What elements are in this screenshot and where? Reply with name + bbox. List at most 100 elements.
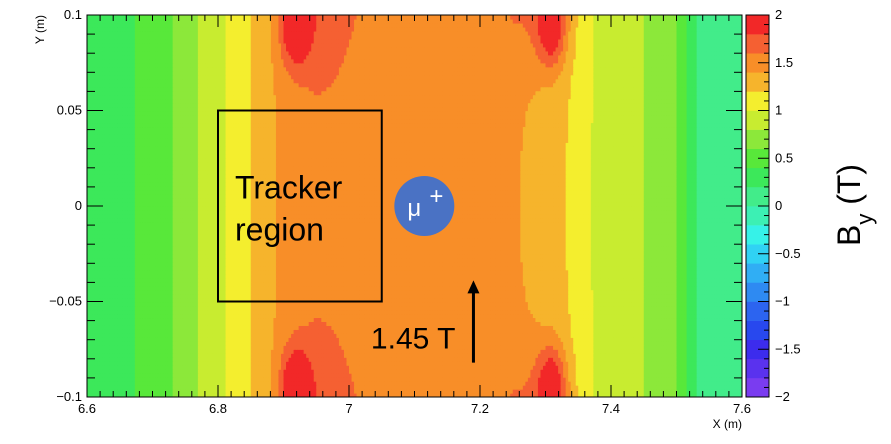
- heatmap-cell: [490, 365, 494, 370]
- heatmap-cell: [550, 357, 554, 362]
- heatmap-cell: [205, 353, 209, 358]
- heatmap-cell: [500, 393, 504, 397]
- heatmap-cell: [457, 393, 461, 397]
- heatmap-cell: [621, 365, 625, 370]
- heatmap-cell: [384, 377, 388, 382]
- heatmap-cell: [119, 373, 123, 378]
- heatmap-cell: [600, 365, 605, 370]
- heatmap-cell: [177, 361, 181, 366]
- heatmap-cell: [490, 361, 494, 366]
- heatmap-cell: [673, 373, 678, 378]
- heatmap-cell: [522, 377, 526, 382]
- heatmap-cell: [87, 369, 91, 374]
- heatmap-cell: [618, 381, 622, 386]
- heatmap-cell: [633, 369, 637, 374]
- heatmap-cell: [87, 353, 91, 358]
- heatmap-cell: [92, 361, 96, 366]
- heatmap-cell: [92, 389, 96, 394]
- heatmap-cell: [286, 377, 290, 382]
- heatmap-cell: [515, 361, 519, 366]
- heatmap-cell: [394, 365, 398, 370]
- heatmap-cell: [651, 361, 655, 366]
- heatmap-cell: [391, 361, 395, 366]
- heatmap-cell: [598, 373, 602, 378]
- heatmap-cell: [230, 357, 234, 362]
- heatmap-cell: [202, 361, 206, 366]
- heatmap-cell: [124, 353, 128, 358]
- heatmap-cell: [374, 385, 378, 390]
- heatmap-cell: [293, 377, 297, 382]
- heatmap-cell: [502, 365, 506, 370]
- heatmap-cell: [480, 361, 484, 366]
- heatmap-cell: [245, 385, 249, 390]
- heatmap-cell: [694, 385, 698, 390]
- heatmap-cell: [628, 369, 632, 374]
- heatmap-cell: [510, 389, 514, 394]
- heatmap-cell: [681, 389, 685, 394]
- heatmap-cell: [301, 369, 305, 374]
- heatmap-cell: [618, 361, 622, 366]
- heatmap-cell: [701, 357, 705, 362]
- heatmap-cell: [616, 357, 620, 362]
- heatmap-cell: [102, 365, 106, 370]
- heatmap-cell: [369, 373, 373, 378]
- heatmap-cell: [427, 393, 431, 397]
- heatmap-cell: [268, 357, 272, 362]
- heatmap-cell: [661, 357, 665, 362]
- heatmap-cell: [709, 377, 713, 382]
- heatmap-cell: [704, 393, 708, 397]
- heatmap-cell: [598, 357, 602, 362]
- heatmap-cell: [535, 389, 539, 394]
- heatmap-cell: [313, 365, 317, 370]
- heatmap-cell: [389, 377, 393, 382]
- heatmap-cell: [87, 385, 91, 390]
- heatmap-cell: [270, 361, 275, 366]
- heatmap-cell: [668, 373, 673, 378]
- heatmap-cell: [653, 357, 657, 362]
- heatmap-cell: [432, 369, 436, 374]
- heatmap-cell: [414, 385, 418, 390]
- heatmap-cell: [303, 385, 307, 390]
- heatmap-cell: [522, 365, 526, 370]
- heatmap-cell: [716, 357, 720, 362]
- heatmap-cell: [714, 361, 718, 366]
- heatmap-cell: [681, 369, 685, 374]
- heatmap-cell: [197, 389, 201, 394]
- heatmap-cell: [195, 389, 199, 394]
- heatmap-cell: [537, 361, 542, 366]
- heatmap-cell: [238, 357, 242, 362]
- heatmap-cell: [739, 369, 742, 374]
- heatmap-cell: [585, 389, 589, 394]
- heatmap-cell: [472, 361, 476, 366]
- heatmap-cell: [507, 385, 511, 390]
- heatmap-cell: [112, 385, 116, 390]
- heatmap-cell: [457, 373, 461, 378]
- heatmap-cell: [275, 393, 280, 397]
- heatmap-cell: [147, 357, 151, 362]
- heatmap-cell: [520, 369, 524, 374]
- heatmap-cell: [119, 389, 123, 394]
- heatmap-cell: [474, 385, 479, 390]
- heatmap-cell: [175, 385, 179, 390]
- heatmap-cell: [87, 389, 91, 394]
- heatmap-cell: [694, 377, 698, 382]
- heatmap-cell: [180, 385, 184, 390]
- heatmap-cell: [233, 389, 237, 394]
- heatmap-cell: [716, 365, 720, 370]
- heatmap-cell: [258, 373, 262, 378]
- heatmap-cell: [505, 373, 509, 378]
- heatmap-cell: [341, 385, 345, 390]
- heatmap-cell: [520, 365, 524, 370]
- heatmap-cell: [190, 353, 194, 358]
- heatmap-cell: [623, 389, 627, 394]
- heatmap-cell: [293, 357, 297, 362]
- heatmap-cell: [207, 393, 212, 397]
- heatmap-cell: [694, 373, 698, 378]
- heatmap-cell: [578, 361, 582, 366]
- heatmap-cell: [442, 369, 446, 374]
- heatmap-cell: [160, 377, 164, 382]
- heatmap-cell: [439, 369, 443, 374]
- heatmap-cell: [595, 377, 599, 382]
- heatmap-cell: [502, 377, 506, 382]
- heatmap-cell: [686, 361, 690, 366]
